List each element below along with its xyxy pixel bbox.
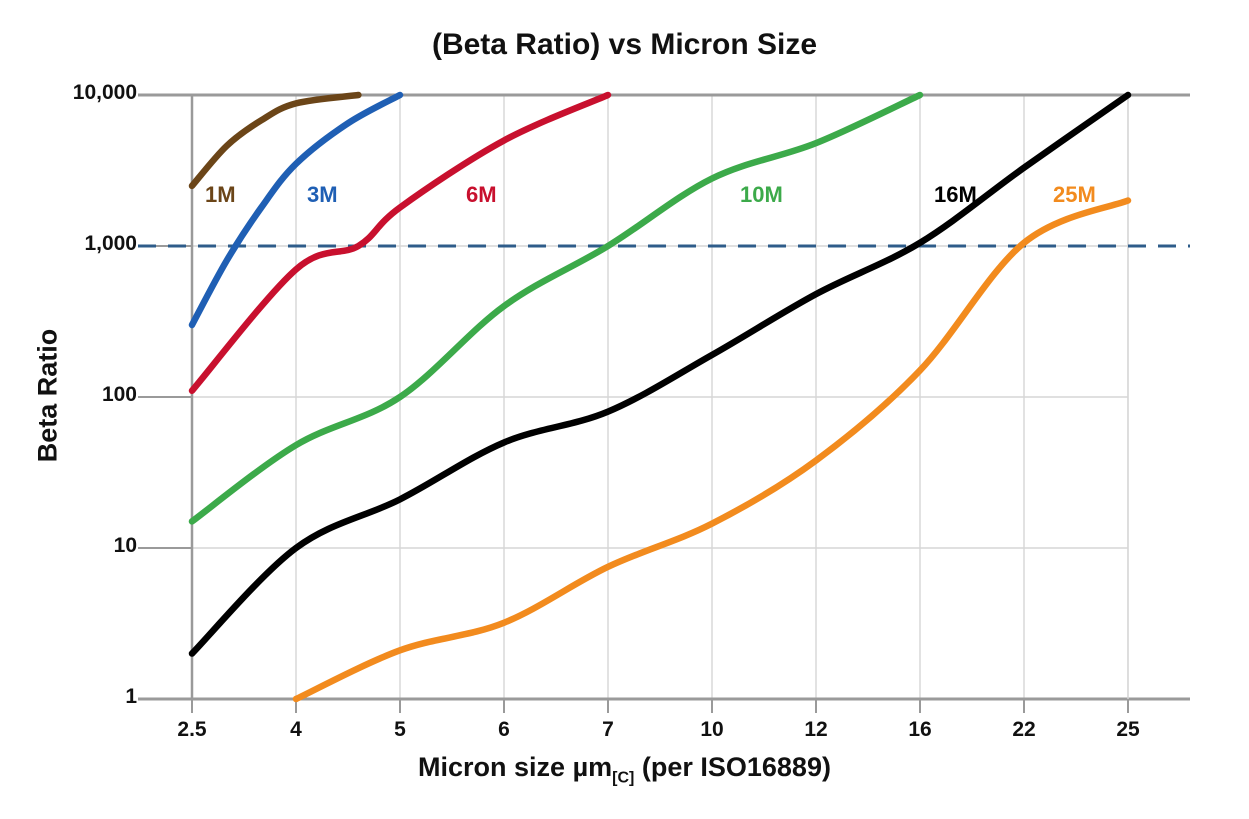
series-line-10m <box>188 91 924 525</box>
series-label-16m: 16M <box>934 182 977 207</box>
series-label-6m: 6M <box>466 182 497 207</box>
series-label-25m: 25M <box>1053 182 1096 207</box>
y-tick-label: 100 <box>101 383 137 406</box>
series-label-10m: 10M <box>740 182 783 207</box>
x-tick-label: 4 <box>290 718 302 741</box>
series-label-3m: 3M <box>307 182 338 207</box>
y-tick-label: 1 <box>125 685 137 708</box>
x-axis-title: Micron size µm[C] (per ISO16889) <box>0 752 1249 787</box>
x-tick-label: 22 <box>1012 718 1036 741</box>
chart-title: (Beta Ratio) vs Micron Size <box>431 28 818 61</box>
x-tick-label: 10 <box>700 718 724 741</box>
x-tick-label: 7 <box>602 718 614 741</box>
x-tick-label: 2.5 <box>177 718 207 741</box>
series-line-3m <box>188 91 404 329</box>
x-tick-label: 5 <box>394 718 406 741</box>
x-tick-label: 25 <box>1116 718 1140 741</box>
x-tick-label: 12 <box>804 718 828 741</box>
y-tick-label: 10,000 <box>72 81 137 104</box>
series-label-1m: 1M <box>205 182 236 207</box>
series-line-6m <box>188 91 612 394</box>
series-line-1m <box>188 91 362 190</box>
x-tick-label: 16 <box>908 718 932 741</box>
y-tick-label: 10 <box>113 534 137 557</box>
x-axis-title-subscript: [C] <box>612 769 635 787</box>
series-line-25m <box>292 197 1132 703</box>
y-tick-label: 1,000 <box>84 232 137 255</box>
x-tick-label: 6 <box>498 718 510 741</box>
x-axis-title-suffix: (per ISO16889) <box>634 752 831 782</box>
series-line-16m <box>188 91 1132 657</box>
x-axis-title-main: Micron size µm <box>418 752 613 782</box>
